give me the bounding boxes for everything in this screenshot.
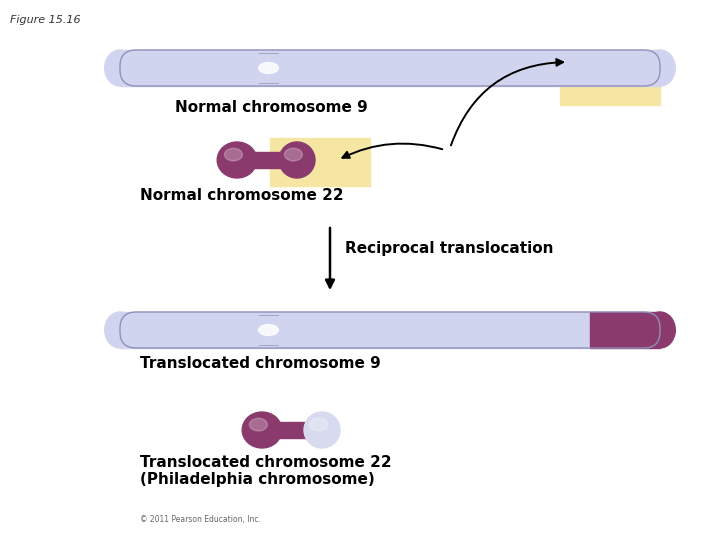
Ellipse shape <box>225 148 243 161</box>
Ellipse shape <box>104 50 135 86</box>
Bar <box>590 312 660 348</box>
Text: Normal chromosome 9: Normal chromosome 9 <box>175 100 368 115</box>
Ellipse shape <box>217 142 257 178</box>
Text: Reciprocal translocation: Reciprocal translocation <box>345 240 554 255</box>
Ellipse shape <box>279 142 315 178</box>
Bar <box>120 50 660 86</box>
Bar <box>271 422 319 438</box>
Ellipse shape <box>258 63 279 73</box>
Ellipse shape <box>310 418 328 431</box>
Text: Figure 15.16: Figure 15.16 <box>10 15 81 25</box>
Bar <box>560 50 660 105</box>
Ellipse shape <box>304 412 340 448</box>
Ellipse shape <box>242 412 282 448</box>
Text: © 2011 Pearson Education, Inc.: © 2011 Pearson Education, Inc. <box>140 515 261 524</box>
Bar <box>270 138 370 186</box>
Ellipse shape <box>644 312 675 348</box>
Text: Translocated chromosome 22
(Philadelphia chromosome): Translocated chromosome 22 (Philadelphia… <box>140 455 392 488</box>
Ellipse shape <box>258 325 279 335</box>
Ellipse shape <box>284 148 302 161</box>
Ellipse shape <box>249 418 267 431</box>
Ellipse shape <box>644 50 675 86</box>
Text: Translocated chromosome 9: Translocated chromosome 9 <box>140 356 381 371</box>
Bar <box>120 312 590 348</box>
Bar <box>246 152 294 168</box>
Text: Normal chromosome 22: Normal chromosome 22 <box>140 188 343 203</box>
Ellipse shape <box>104 312 135 348</box>
